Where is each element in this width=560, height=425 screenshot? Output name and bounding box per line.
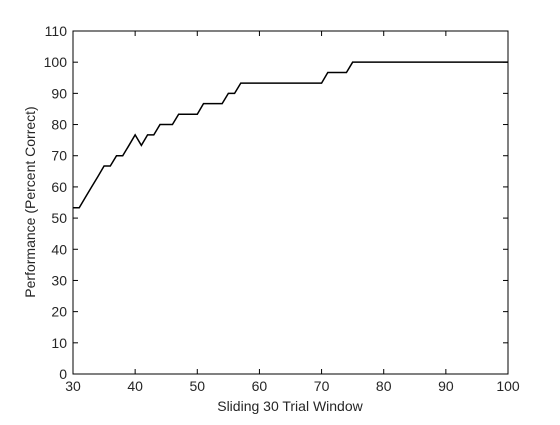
- y-tick-label: 10: [51, 335, 67, 351]
- x-tick-label: 40: [127, 378, 143, 394]
- y-tick-label: 100: [44, 54, 68, 70]
- y-tick-label: 50: [51, 210, 67, 226]
- x-tick-label: 30: [65, 378, 81, 394]
- x-tick-label: 70: [314, 378, 330, 394]
- y-axis-label: Performance (Percent Correct): [22, 106, 38, 297]
- plot-frame: [72, 30, 509, 375]
- y-tick-label: 20: [51, 304, 67, 320]
- plot-area: [73, 31, 508, 374]
- y-tick-label: 80: [51, 117, 67, 133]
- ticks-layer: 30 40 50 60 70 80 90 100 0 10 20 30 40 50 60 70 80 90 100 1…: [44, 23, 520, 394]
- y-tick-label: 40: [51, 241, 67, 257]
- y-tick-label: 90: [51, 85, 67, 101]
- y-tick-label: 30: [51, 272, 67, 288]
- series-line: [73, 61, 508, 209]
- x-tick-label: 100: [496, 378, 520, 394]
- y-tick-label: 0: [59, 366, 67, 382]
- x-axis-label: Sliding 30 Trial Window: [217, 398, 363, 414]
- x-tick-label: 90: [438, 378, 454, 394]
- y-tick-label: 70: [51, 148, 67, 164]
- x-tick-label: 80: [376, 378, 392, 394]
- y-tick-label: 60: [51, 179, 67, 195]
- line-layer: [73, 61, 508, 209]
- x-tick-label: 50: [189, 378, 205, 394]
- x-tick-label: 60: [252, 378, 268, 394]
- y-tick-label: 110: [45, 23, 68, 39]
